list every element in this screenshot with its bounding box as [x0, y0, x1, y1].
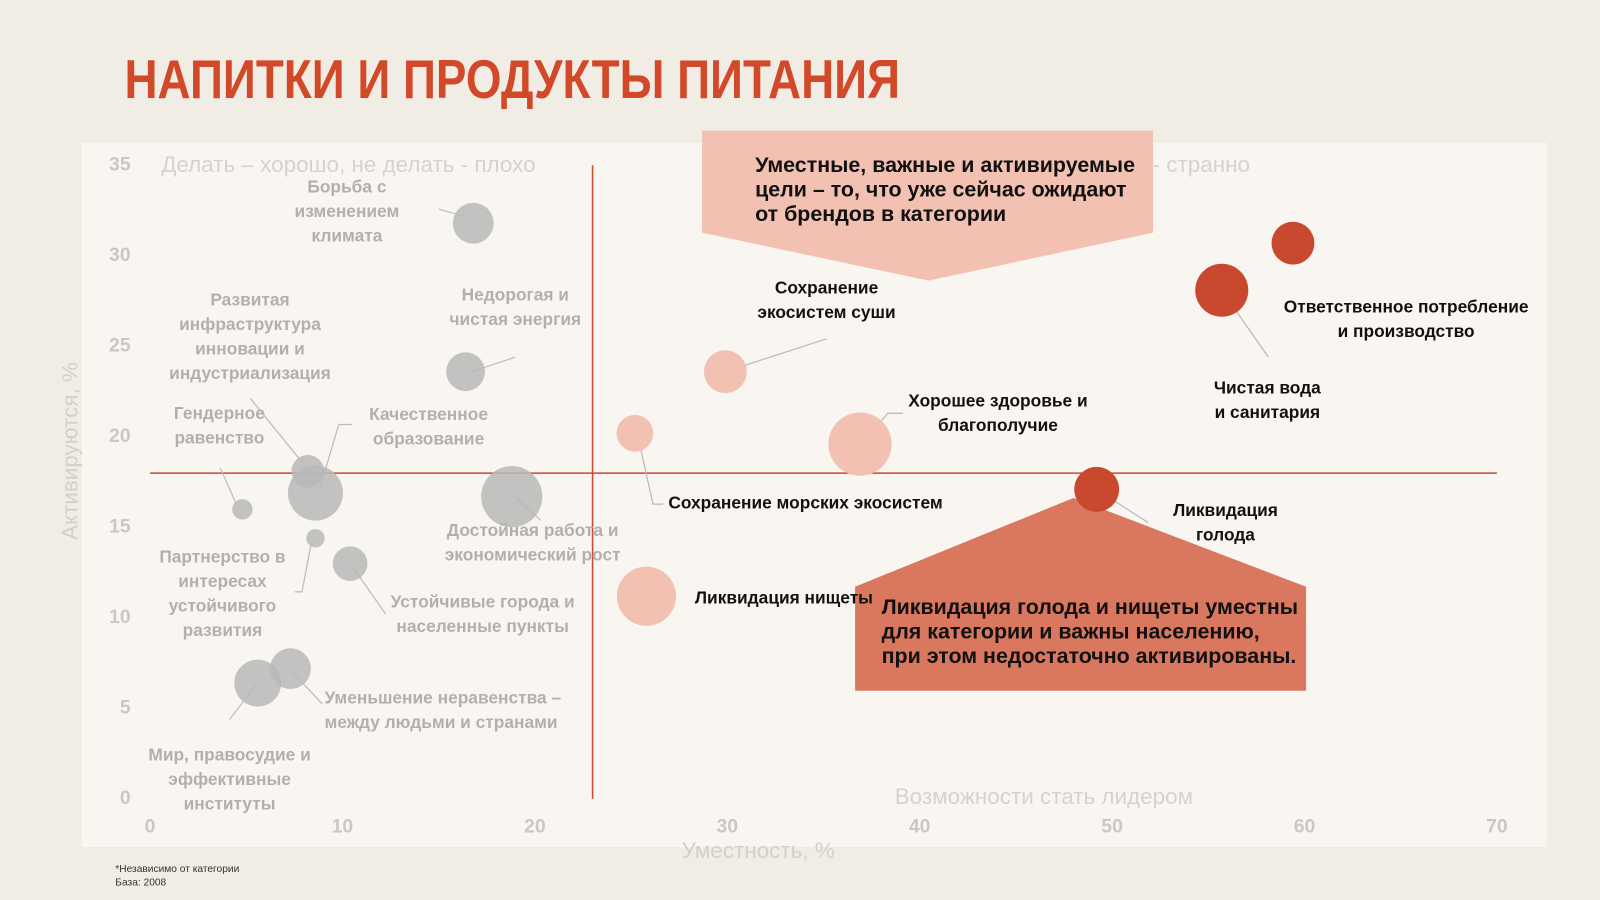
bubble-label: населенные пункты — [396, 616, 569, 636]
leader-line — [219, 468, 238, 506]
bubble-label: Недорогая и — [462, 284, 569, 304]
bubble-label: Хорошее здоровье и — [908, 391, 1087, 411]
bubble-label: голода — [1196, 524, 1255, 544]
bubble — [287, 465, 344, 521]
bubble-label: инновации и — [195, 339, 305, 359]
bubble-label: и санитария — [1215, 402, 1321, 422]
bubble-label: экономический рост — [445, 545, 621, 565]
x-tick-label: 20 — [524, 816, 546, 838]
x-tick-label: 70 — [1486, 816, 1508, 838]
bubble-label: Чистая вода — [1214, 377, 1321, 397]
footnote: *Независимо от категории — [115, 864, 239, 875]
callout-text: при этом недостаточно активированы. — [882, 644, 1297, 668]
y-tick-label: 15 — [109, 516, 131, 538]
callout-text: Уместные, важные и активируемые — [755, 153, 1135, 177]
bubble — [481, 466, 543, 528]
bubble — [232, 499, 253, 520]
bubble-label: Достойная работа и — [447, 520, 619, 540]
bubble-label: Борьба с — [307, 176, 386, 196]
bubble-label: климата — [311, 225, 382, 245]
bubble — [332, 546, 368, 581]
bubble-label: Гендерное — [174, 403, 265, 423]
x-tick-label: 10 — [332, 816, 354, 838]
chart-title: НАПИТКИ И ПРОДУКТЫ ПИТАНИЯ — [124, 48, 900, 110]
leader-line — [249, 397, 303, 463]
leader-line — [637, 435, 664, 505]
quadrant-label: ь - странно — [1135, 152, 1250, 177]
y-tick-label: 25 — [109, 334, 131, 356]
bubble-label: институты — [184, 794, 276, 814]
bubble-label: интересах — [178, 571, 267, 591]
bubble-label: образование — [373, 428, 485, 448]
bubble-label: эффективные — [168, 769, 291, 789]
y-axis-title: Активируются, % — [57, 362, 82, 540]
x-axis-title: Уместность, % — [682, 838, 835, 863]
bubble-label: между людьми и странами — [324, 712, 557, 732]
quadrant-label: Возможности стать лидером — [895, 784, 1193, 809]
footnote: База: 2008 — [115, 877, 166, 888]
bubble — [616, 414, 654, 452]
bubble-label: Развитая — [210, 290, 289, 310]
y-tick-label: 0 — [120, 787, 131, 809]
y-tick-label: 35 — [109, 153, 131, 175]
bubble-label: инфраструктура — [179, 314, 321, 334]
callout-box — [855, 497, 1307, 691]
bubble — [616, 566, 677, 626]
x-tick-label: 40 — [909, 816, 931, 838]
bubble — [446, 352, 485, 392]
bubble-label: экосистем суши — [757, 302, 895, 322]
y-tick-label: 30 — [109, 244, 131, 266]
bubble-label: Мир, правосудие и — [148, 745, 310, 765]
bubble-label: равенство — [174, 427, 264, 447]
bubble-label: Качественное — [369, 404, 488, 424]
quadrant-label: Делать – хорошо, не делать - плохо — [161, 152, 535, 177]
bubble-label: Ликвидация — [1173, 500, 1278, 520]
bubble — [703, 350, 747, 394]
x-tick-label: 50 — [1101, 816, 1123, 838]
bubble — [1195, 263, 1249, 317]
bubble-label: Устойчивые города и — [391, 592, 575, 612]
bubble — [234, 659, 282, 707]
slide-content: НАПИТКИ И ПРОДУКТЫ ПИТАНИЯ Уместность, %… — [57, 48, 1547, 888]
bubble-label: индустриализация — [169, 363, 331, 383]
y-tick-label: 5 — [120, 697, 131, 719]
leader-line — [744, 338, 827, 366]
bubble — [828, 412, 892, 476]
bubble-label: Сохранение — [775, 277, 879, 297]
callout-text: от брендов в категории — [755, 202, 1006, 226]
callout-text: для категории и важны населению, — [882, 619, 1260, 643]
bubble — [452, 202, 494, 244]
bubble-label: устойчивого — [169, 596, 277, 616]
y-tick-label: 10 — [109, 606, 131, 628]
bubble-label: Ответственное потребление — [1284, 297, 1529, 317]
x-tick-label: 30 — [716, 816, 738, 838]
callout-text: Ликвидация голода и нищеты уместны — [882, 595, 1298, 619]
bubble-label: Ликвидация нищеты — [695, 588, 873, 608]
bubble — [1271, 221, 1315, 265]
y-tick-label: 20 — [109, 425, 131, 447]
bubble-label: Партнерство в — [159, 547, 285, 567]
bubble-label: и производство — [1338, 321, 1475, 341]
bubble-label: чистая энергия — [449, 309, 581, 329]
x-tick-label: 0 — [145, 816, 156, 838]
callout-box — [702, 130, 1154, 281]
bubble-label: Уменьшение неравенства – — [324, 688, 561, 708]
bubble-label: развития — [183, 620, 263, 640]
bubble — [306, 529, 325, 548]
bubble-label: Сохранение морских экосистем — [668, 493, 942, 513]
bubble-label: изменением — [295, 201, 400, 221]
x-tick-label: 60 — [1294, 816, 1316, 838]
callout-text: цели – то, что уже сейчас ожидают — [755, 177, 1126, 201]
bubble-label: благополучие — [938, 415, 1058, 435]
leader-line — [294, 542, 312, 593]
bubble — [1074, 466, 1120, 512]
